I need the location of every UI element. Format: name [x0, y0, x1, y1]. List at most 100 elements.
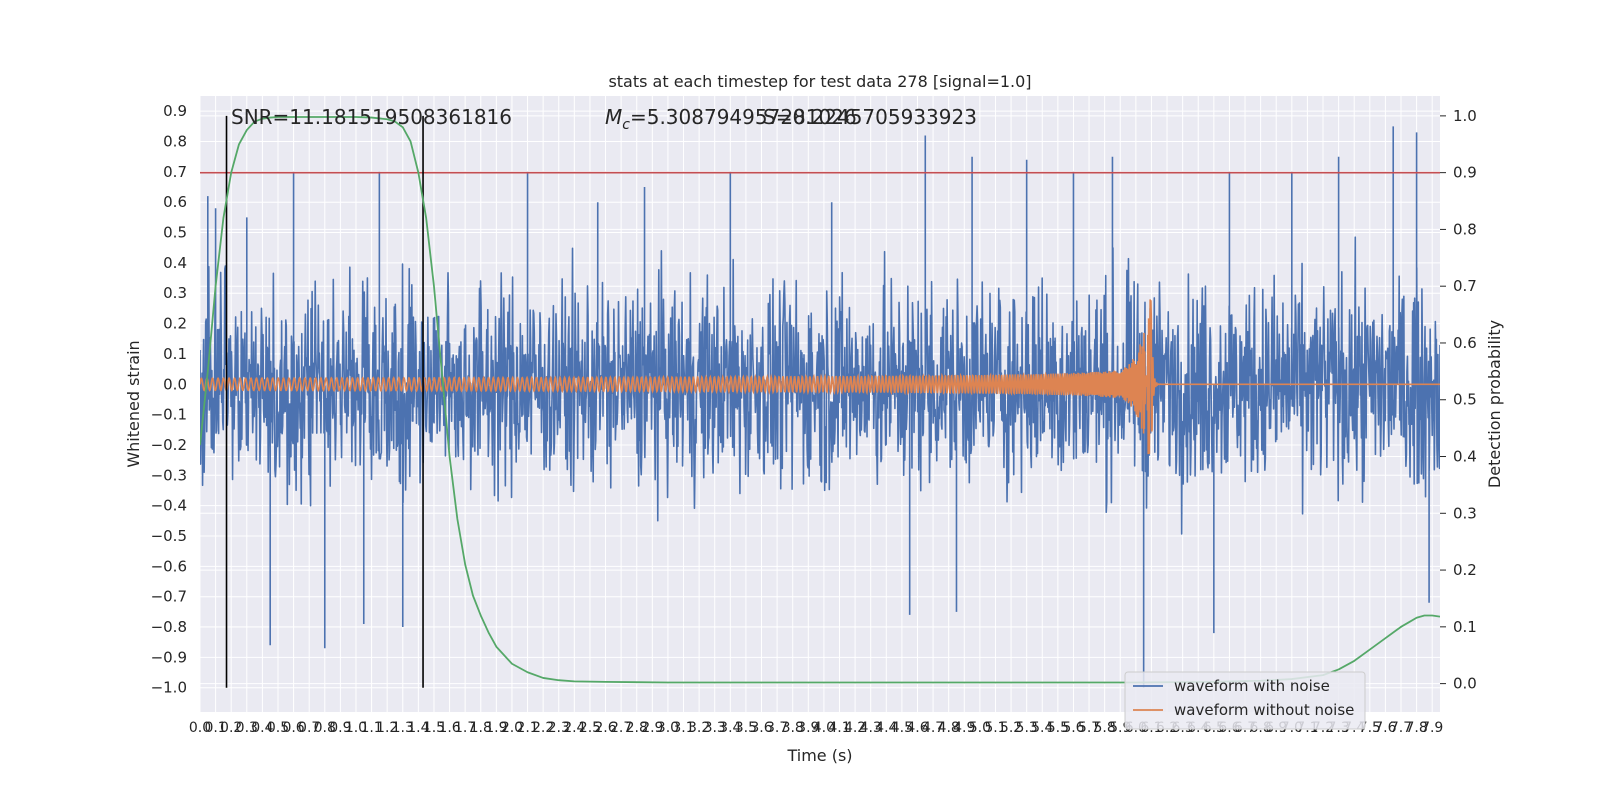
series-waveform-without-noise	[200, 299, 1440, 455]
x-axis-label: Time (s)	[786, 746, 852, 765]
x-tick-label: 1.8	[470, 720, 492, 736]
x-tick-label: 1.5	[423, 720, 445, 736]
y-tick-label-left: −0.9	[151, 648, 187, 666]
x-tick-label: 2.4	[563, 720, 585, 736]
legend-label-clean: waveform without noise	[1174, 701, 1354, 719]
x-tick-label: 2.2	[532, 720, 554, 736]
y-tick-label-right: 0.6	[1453, 334, 1477, 352]
y-tick-label-left: 0.3	[163, 284, 187, 302]
x-tick-label: 4.8	[938, 720, 960, 736]
x-tick-label: 3.0	[657, 720, 679, 736]
y-tick-label-left: −0.4	[151, 497, 187, 515]
y-tick-label-left: −0.6	[151, 557, 187, 575]
x-tick-label: 2.7	[610, 720, 632, 736]
x-tick-label: 0.7	[298, 720, 320, 736]
x-tick-label: 7.7	[1390, 720, 1412, 736]
x-tick-label: 2.1	[516, 720, 538, 736]
y-tick-label-right: 0.9	[1453, 164, 1477, 182]
x-tick-label: 4.9	[953, 720, 975, 736]
snr-annotation: SNR=11.181519508361816	[231, 105, 512, 129]
x-tick-label: 7.8	[1405, 720, 1427, 736]
x-tick-label: 2.8	[626, 720, 648, 736]
clean-waveform-trace	[200, 299, 1440, 455]
legend: waveform with noise waveform without noi…	[1124, 671, 1366, 730]
y-tick-label-left: 0.4	[163, 254, 187, 272]
x-tick-label: 1.3	[392, 720, 414, 736]
y-tick-label-right: 0.7	[1453, 277, 1477, 295]
y-tick-label-right: 0.4	[1453, 448, 1477, 466]
chirp-mass-symbol: M	[605, 105, 622, 129]
x-tick-label: 3.3	[704, 720, 726, 736]
x-tick-label: 2.0	[501, 720, 523, 736]
x-tick-label: 5.8	[1094, 720, 1116, 736]
x-tick-label: 0.0	[189, 720, 211, 736]
y-axis-label-right: Detection probability	[1485, 320, 1504, 488]
y-tick-label-left: −0.7	[151, 588, 187, 606]
noise-trace	[200, 126, 1440, 688]
legend-label-noise: waveform with noise	[1174, 677, 1330, 695]
x-tick-label: 3.7	[766, 720, 788, 736]
y-tick-label-left: −0.8	[151, 618, 187, 636]
x-tick-label: 1.0	[345, 720, 367, 736]
x-tick-label: 4.2	[844, 720, 866, 736]
x-tick-label: 4.6	[906, 720, 928, 736]
x-tick-label: 2.9	[641, 720, 663, 736]
x-tick-label: 4.3	[860, 720, 882, 736]
x-tick-label: 4.1	[828, 720, 850, 736]
x-tick-label: 0.3	[236, 720, 258, 736]
y-tick-label-right: 0.8	[1453, 220, 1477, 238]
y-tick-label-right: 0.1	[1453, 618, 1477, 636]
x-tick-label: 5.5	[1047, 720, 1069, 736]
y-tick-label-right: 0.3	[1453, 504, 1477, 522]
x-tick-label: 5.1	[984, 720, 1006, 736]
x-tick-label: 1.4	[407, 720, 429, 736]
x-tick-label: 0.2	[220, 720, 242, 736]
x-tick-label: 3.9	[797, 720, 819, 736]
chirp-mass-subscript: c	[622, 117, 630, 133]
x-tick-label: 4.7	[922, 720, 944, 736]
x-tick-label: 5.0	[969, 720, 991, 736]
series-waveform-with-noise	[200, 126, 1440, 688]
x-tick-label: 1.9	[485, 720, 507, 736]
x-tick-label: 3.2	[688, 720, 710, 736]
x-tick-label: 5.2	[1000, 720, 1022, 736]
y-tick-label-left: 0.9	[163, 102, 187, 120]
x-tick-label: 0.6	[282, 720, 304, 736]
series-detection-probability	[200, 116, 1440, 684]
x-tick-label: 7.9	[1421, 720, 1443, 736]
y-tick-label-right: 1.0	[1453, 107, 1477, 125]
y-tick-label-left: 0.6	[163, 193, 187, 211]
probability-trace	[200, 116, 1440, 684]
x-tick-label: 3.4	[719, 720, 741, 736]
x-tick-label: 0.8	[314, 720, 336, 736]
x-tick-label: 1.2	[376, 720, 398, 736]
y-tick-label-left: 0.1	[163, 345, 187, 363]
x-tick-label: 4.4	[875, 720, 897, 736]
x-tick-label: 0.5	[267, 720, 289, 736]
y-tick-label-right: 0.0	[1453, 675, 1477, 693]
x-tick-label: 0.4	[251, 720, 273, 736]
y-tick-label-left: 0.8	[163, 133, 187, 151]
overlay-lines	[200, 115, 1440, 688]
x-tick-label: 1.7	[454, 720, 476, 736]
x-tick-label: 1.1	[360, 720, 382, 736]
x-tick-label: 2.6	[594, 720, 616, 736]
x-tick-label: 0.9	[329, 720, 351, 736]
y-tick-label-left: −0.3	[151, 466, 187, 484]
y-axis-label-left: Whitened strain	[124, 340, 143, 467]
x-tick-label: 5.6	[1062, 720, 1084, 736]
legend-box	[1124, 671, 1366, 730]
axis-ticks: 0.00.10.20.30.40.50.60.70.80.91.01.11.21…	[151, 102, 1477, 736]
x-tick-label: 4.5	[891, 720, 913, 736]
y-tick-label-left: 0.0	[163, 375, 187, 393]
x-tick-label: 4.0	[813, 720, 835, 736]
y-tick-label-left: −1.0	[151, 679, 187, 697]
x-tick-label: 7.6	[1374, 720, 1396, 736]
y-tick-label-left: 0.2	[163, 315, 187, 333]
x-tick-label: 2.3	[548, 720, 570, 736]
y-tick-label-left: 0.5	[163, 224, 187, 242]
y-tick-label-left: 0.7	[163, 163, 187, 181]
x-tick-label: 5.3	[1016, 720, 1038, 736]
x-tick-label: 0.1	[204, 720, 226, 736]
